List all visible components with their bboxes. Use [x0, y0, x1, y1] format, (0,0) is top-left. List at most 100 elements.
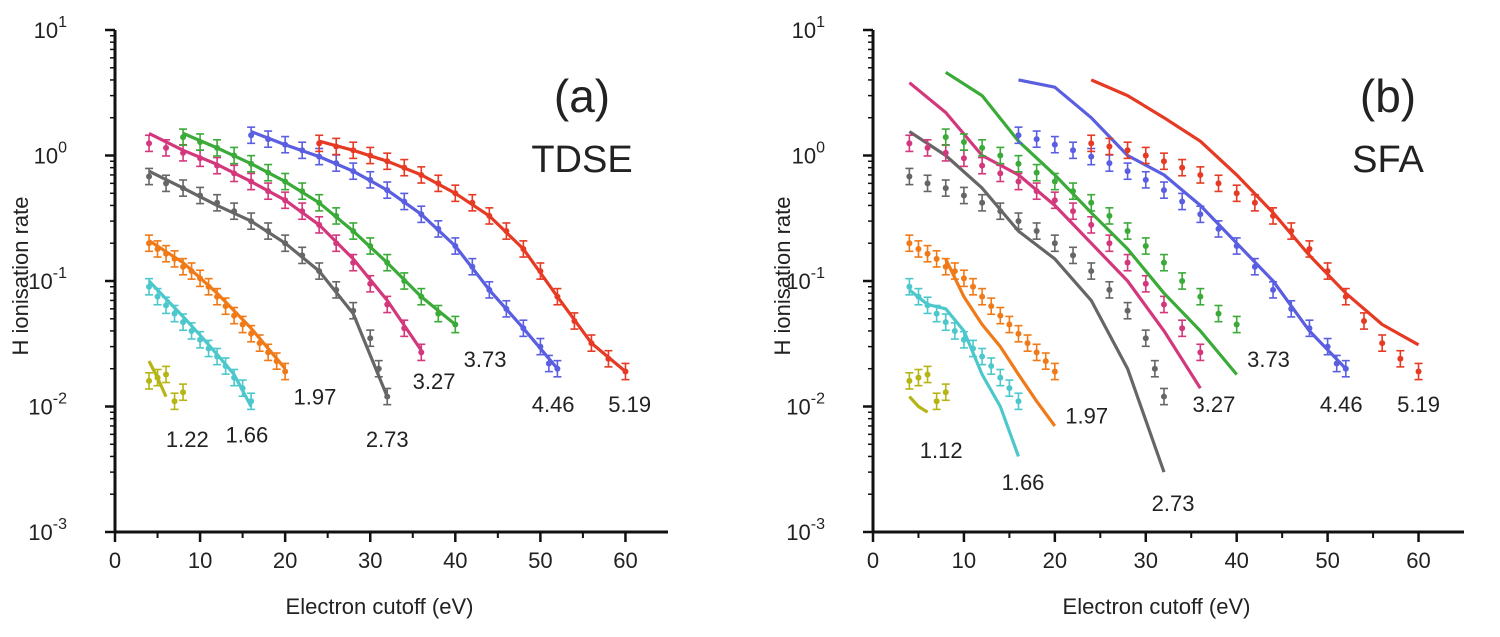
data-point	[238, 315, 247, 334]
data-point	[941, 313, 950, 332]
data-point	[1123, 141, 1132, 160]
y-tick-exponent: -1	[53, 265, 67, 282]
data-point	[1159, 387, 1168, 406]
data-point	[905, 277, 914, 296]
series-1.66: 1.66	[905, 277, 1044, 495]
marker	[554, 293, 561, 300]
marker	[282, 141, 289, 148]
data-point	[281, 135, 290, 154]
data-point	[923, 174, 932, 193]
curve-label: 2.73	[1152, 491, 1195, 516]
data-point	[383, 387, 392, 406]
marker	[924, 250, 931, 257]
data-point	[1050, 191, 1059, 210]
marker	[265, 228, 272, 235]
data-point	[1196, 343, 1205, 362]
data-point	[417, 343, 426, 362]
marker	[469, 263, 476, 270]
data-point	[179, 128, 188, 147]
series-1.12: 1.12	[905, 365, 963, 463]
marker	[197, 336, 204, 343]
data-point	[366, 329, 375, 348]
marker	[933, 255, 940, 262]
data-point	[536, 337, 545, 356]
data-point	[996, 164, 1005, 183]
data-point	[230, 202, 239, 221]
marker	[375, 365, 382, 372]
marker	[942, 185, 949, 192]
data-point	[451, 237, 460, 255]
marker	[163, 250, 170, 257]
data-point	[996, 306, 1005, 325]
method-label: TDSE	[531, 139, 632, 181]
data-point	[1032, 130, 1041, 149]
marker	[1197, 349, 1204, 356]
data-point	[434, 220, 443, 238]
data-point	[451, 315, 460, 334]
marker	[1033, 169, 1040, 176]
data-point	[255, 334, 264, 352]
data-point	[1032, 182, 1041, 201]
data-point	[272, 352, 281, 370]
y-tick-base: 10	[786, 269, 810, 294]
y-tick-base: 10	[786, 520, 810, 545]
data-point	[1105, 154, 1114, 172]
marker	[1015, 218, 1022, 225]
data-point	[221, 357, 230, 375]
marker	[146, 283, 153, 290]
marker	[1106, 212, 1113, 219]
marker	[418, 211, 425, 218]
marker	[979, 144, 986, 151]
data-point	[1069, 246, 1078, 265]
series-1.97: 1.97	[905, 234, 1108, 428]
data-point	[451, 184, 460, 203]
marker	[1360, 318, 1367, 325]
marker	[367, 280, 374, 287]
marker	[1233, 321, 1240, 328]
marker	[1051, 197, 1058, 204]
marker	[350, 228, 357, 235]
data-point	[959, 269, 968, 288]
data-point	[519, 319, 528, 338]
marker	[1051, 178, 1058, 185]
marker	[1179, 164, 1186, 171]
data-point	[1032, 163, 1041, 182]
data-point	[179, 257, 188, 276]
y-tick-exponent: 0	[58, 140, 67, 157]
marker	[1106, 160, 1113, 167]
marker	[299, 252, 306, 259]
data-point	[1014, 172, 1023, 191]
marker	[163, 371, 170, 378]
data-point	[264, 182, 273, 201]
data-point	[383, 181, 392, 199]
marker	[988, 303, 995, 310]
marker	[1124, 147, 1131, 154]
data-point	[1014, 392, 1023, 411]
marker	[282, 240, 289, 247]
marker	[384, 393, 391, 400]
data-point	[932, 392, 941, 411]
marker	[163, 144, 170, 151]
data-point	[170, 250, 179, 268]
marker	[316, 140, 323, 147]
data-point	[145, 167, 154, 186]
marker	[282, 368, 289, 375]
marker	[997, 170, 1004, 177]
data-point	[1105, 207, 1114, 225]
data-point	[553, 359, 562, 378]
data-point	[1396, 349, 1405, 368]
marker	[299, 208, 306, 215]
data-point	[978, 193, 987, 212]
marker	[452, 243, 459, 250]
data-point	[332, 154, 341, 172]
panel-label: (a)	[554, 70, 610, 122]
data-point	[238, 379, 247, 398]
data-point	[485, 280, 494, 299]
marker	[997, 208, 1004, 215]
data-point	[1014, 126, 1023, 145]
data-point	[1232, 315, 1241, 334]
data-point	[196, 149, 205, 168]
data-point	[1287, 222, 1296, 240]
marker	[154, 293, 161, 300]
curve-label: 5.19	[1397, 392, 1440, 417]
